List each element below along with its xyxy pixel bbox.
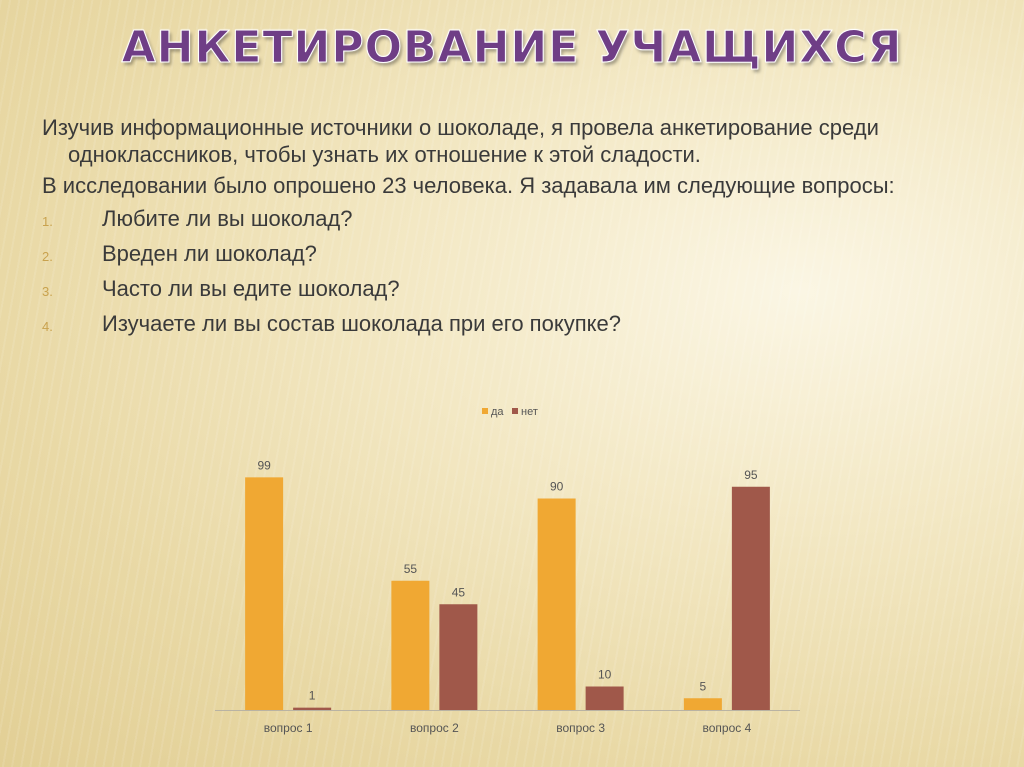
category-label: вопрос 4 bbox=[702, 721, 751, 735]
data-label: 5 bbox=[700, 679, 707, 693]
survey-paragraph: В исследовании было опрошено 23 человека… bbox=[42, 173, 895, 198]
bar bbox=[293, 707, 332, 710]
bar bbox=[439, 604, 478, 710]
bar bbox=[585, 686, 624, 710]
data-label: 90 bbox=[550, 480, 564, 494]
question-item: 3. Часто ли вы едите шоколад? bbox=[42, 275, 992, 310]
question-item: 1. Любите ли вы шоколад? bbox=[42, 205, 992, 240]
bar bbox=[245, 477, 284, 710]
question-number: 3. bbox=[42, 284, 53, 299]
data-label: 1 bbox=[309, 689, 316, 703]
question-text: Вреден ли шоколад? bbox=[102, 241, 317, 266]
bar bbox=[683, 698, 722, 710]
question-number: 1. bbox=[42, 214, 53, 229]
bar bbox=[731, 486, 770, 710]
data-label: 99 bbox=[257, 458, 271, 472]
survey-bar-chart: да нет 99 1 вопрос 1 55 45 вопрос 2 90 10 вопрос 3… bbox=[215, 406, 800, 735]
question-text: Часто ли вы едите шоколад? bbox=[102, 276, 400, 301]
intro-paragraph: Изучив информационные источники о шокола… bbox=[42, 115, 879, 167]
data-label: 10 bbox=[598, 668, 612, 682]
data-label: 95 bbox=[744, 468, 758, 482]
question-item: 2. Вреден ли шоколад? bbox=[42, 240, 992, 275]
data-label: 55 bbox=[404, 562, 418, 576]
question-number: 4. bbox=[42, 319, 53, 334]
question-list: 1. Любите ли вы шоколад? 2. Вреден ли шо… bbox=[42, 205, 992, 345]
category-label: вопрос 1 bbox=[264, 721, 313, 735]
bar bbox=[391, 580, 430, 710]
legend-swatch bbox=[512, 408, 518, 414]
legend-label: да bbox=[491, 406, 504, 418]
question-text: Изучаете ли вы состав шоколада при его п… bbox=[102, 311, 621, 336]
question-number: 2. bbox=[42, 249, 53, 264]
question-text: Любите ли вы шоколад? bbox=[102, 206, 353, 231]
slide-title: АНКЕТИРОВАНИЕ УЧАЩИХСЯ bbox=[121, 22, 903, 74]
category-label: вопрос 3 bbox=[556, 721, 605, 735]
category-label: вопрос 2 bbox=[410, 721, 459, 735]
bar bbox=[537, 498, 576, 710]
data-label: 45 bbox=[452, 585, 466, 599]
question-item: 4. Изучаете ли вы состав шоколада при ег… bbox=[42, 310, 992, 345]
slide-body: Изучив информационные источники о шокола… bbox=[42, 114, 992, 345]
legend-label: нет bbox=[521, 406, 538, 418]
legend-swatch bbox=[482, 408, 488, 414]
